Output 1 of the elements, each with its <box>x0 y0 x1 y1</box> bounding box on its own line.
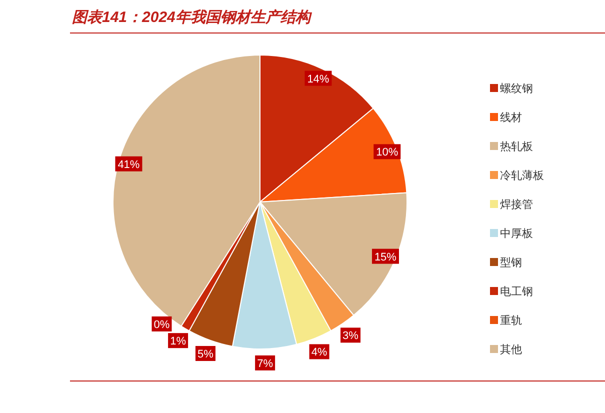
title: 图表141：2024年我国钢材生产结构 <box>72 9 310 26</box>
